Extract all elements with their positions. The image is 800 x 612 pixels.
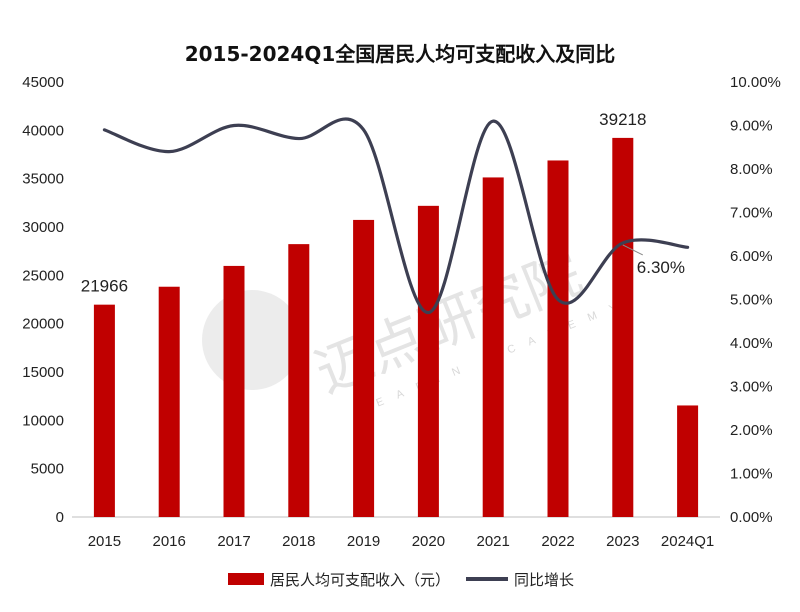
bar <box>353 219 375 517</box>
x-tick-label: 2019 <box>347 533 380 550</box>
y-right-tick-label: 6.00% <box>730 248 773 265</box>
x-tick-label: 2016 <box>153 533 186 550</box>
bar <box>288 244 310 517</box>
bar <box>223 265 245 517</box>
bar <box>677 405 699 517</box>
x-axis-categories: 2015 2016 2017 2018 2019 2020 2021 2022 2023 2024… <box>88 533 715 550</box>
line-series <box>102 117 690 315</box>
bar <box>417 205 439 517</box>
y-axis-left: 0 5000 10000 15000 20000 25000 30000 35000 40000… <box>22 74 64 526</box>
y-right-tick-label: 3.00% <box>730 379 773 396</box>
y-right-tick-label: 5.00% <box>730 292 773 309</box>
y-right-tick-label: 7.00% <box>730 205 773 222</box>
y-right-tick-label: 0.00% <box>730 509 773 526</box>
bar <box>93 304 115 517</box>
line-label-leader <box>622 244 644 256</box>
x-tick-label: 2022 <box>541 533 574 550</box>
y-left-tick-label: 35000 <box>22 171 64 188</box>
legend-label-growth: 同比增长 <box>514 571 574 589</box>
chart-title: 2015-2024Q1全国居民人均可支配收入及同比 <box>185 42 616 66</box>
bar-series <box>93 137 699 518</box>
bar <box>547 160 569 517</box>
y-right-tick-label: 10.00% <box>730 74 781 91</box>
y-right-tick-label: 1.00% <box>730 466 773 483</box>
bar <box>482 177 504 518</box>
y-left-tick-label: 10000 <box>22 412 64 429</box>
growth-line <box>102 117 690 315</box>
y-left-tick-label: 30000 <box>22 219 64 236</box>
watermark-logo-icon <box>202 290 302 390</box>
x-tick-label: 2020 <box>412 533 445 550</box>
legend-swatch-income <box>228 573 264 585</box>
x-tick-label: 2017 <box>217 533 250 550</box>
y-axis-right: 0.00% 1.00% 2.00% 3.00% 4.00% 5.00% 6.00% 7.00%… <box>730 74 781 526</box>
x-tick-label: 2018 <box>282 533 315 550</box>
legend: 居民人均可支配收入（元） 同比增长 <box>228 571 574 589</box>
y-right-tick-label: 8.00% <box>730 161 773 178</box>
bar-data-label: 21966 <box>81 277 128 296</box>
y-left-tick-label: 0 <box>56 509 64 526</box>
data-labels: 21966 39218 6.30% <box>81 110 685 296</box>
x-tick-label: 2023 <box>606 533 639 550</box>
y-right-tick-label: 4.00% <box>730 335 773 352</box>
y-left-tick-label: 25000 <box>22 267 64 284</box>
bar <box>612 137 634 517</box>
x-tick-label: 2015 <box>88 533 121 550</box>
y-left-tick-label: 15000 <box>22 364 64 381</box>
y-right-tick-label: 2.00% <box>730 422 773 439</box>
y-left-tick-label: 40000 <box>22 122 64 139</box>
y-right-tick-label: 9.00% <box>730 118 773 135</box>
legend-label-income: 居民人均可支配收入（元） <box>270 571 450 589</box>
x-tick-label: 2024Q1 <box>661 533 714 550</box>
bar <box>158 286 180 517</box>
line-data-label: 6.30% <box>637 258 685 277</box>
y-left-tick-label: 5000 <box>31 461 64 478</box>
x-tick-label: 2021 <box>477 533 510 550</box>
y-left-tick-label: 45000 <box>22 74 64 91</box>
bar-data-label: 39218 <box>599 110 646 129</box>
y-left-tick-label: 20000 <box>22 316 64 333</box>
